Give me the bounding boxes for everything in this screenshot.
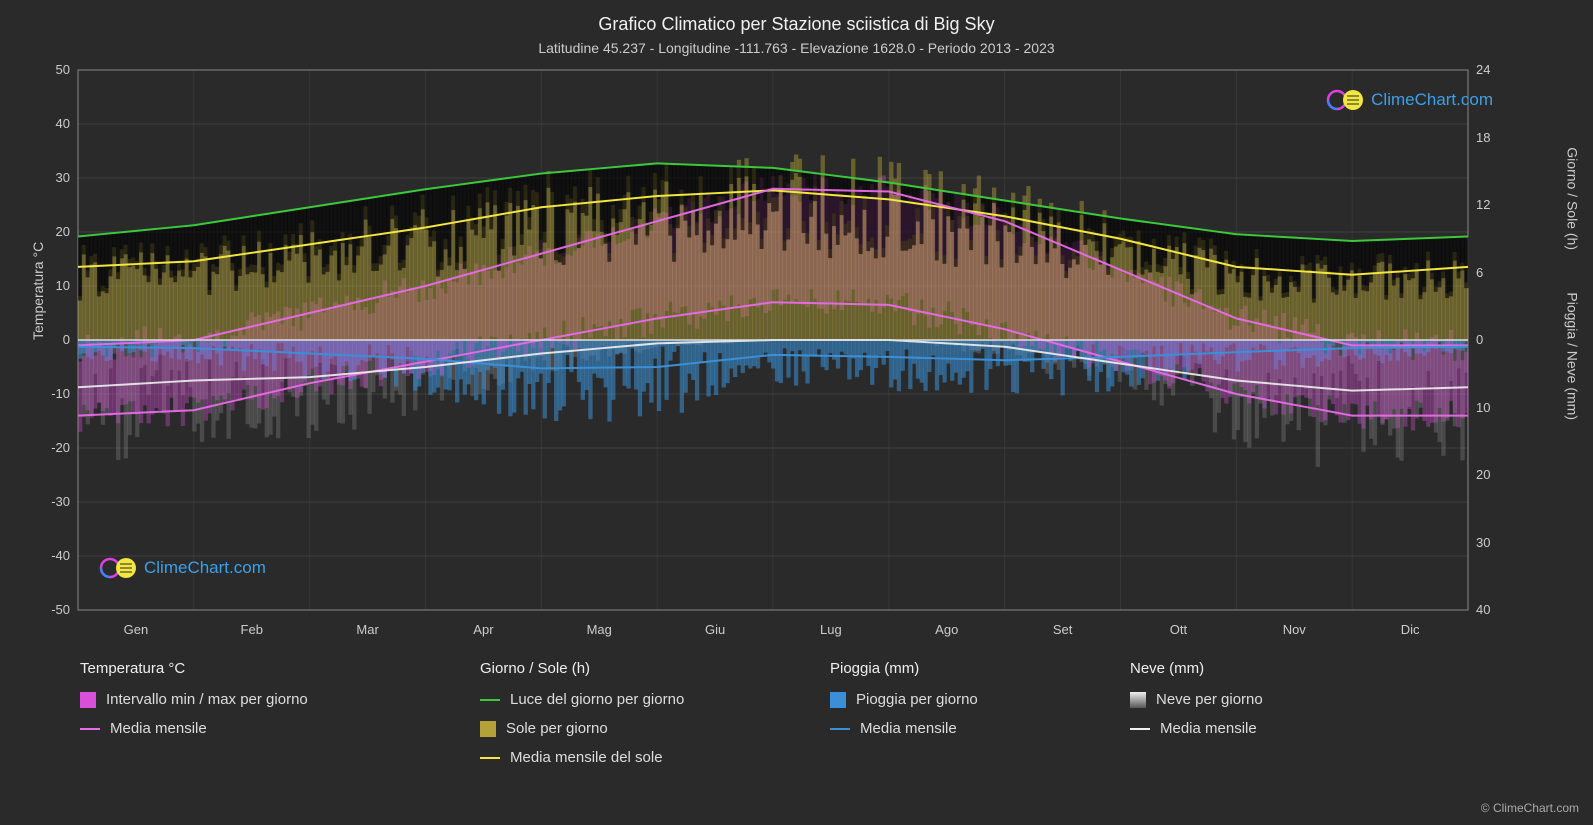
legend-day-header: Giorno / Sole (h) [480,660,790,677]
xtick-month: Giu [705,610,725,637]
legend-snow-header: Neve (mm) [1130,660,1390,677]
ytick-left: 40 [30,116,78,131]
yaxis-right-bottom-label: Pioggia / Neve (mm) [1565,292,1581,420]
ytick-right-precip: 10 [1468,400,1506,415]
xtick-month: Lug [820,610,842,637]
chart-svg [78,70,1468,610]
brand-logo-top: ClimeChart.com [1327,88,1493,112]
legend-rain-col: Pioggia (mm) Pioggia per giorno Media me… [830,660,1090,766]
ytick-right-hours: 12 [1468,197,1506,212]
legend-daylight-label: Luce del giorno per giorno [510,691,684,708]
ytick-right-hours: 0 [1468,332,1506,347]
ytick-right-hours: 24 [1468,62,1506,77]
ytick-right-precip: 30 [1468,535,1506,550]
ytick-right-hours: 18 [1468,130,1506,145]
yaxis-right-top-label: Giorno / Sole (h) [1565,147,1581,250]
legend-temp-mean-label: Media mensile [110,720,207,737]
xtick-month: Mag [587,610,612,637]
xtick-month: Set [1053,610,1073,637]
xtick-month: Dic [1401,610,1420,637]
legend-rain-mean-label: Media mensile [860,720,957,737]
swatch-rain-daily [830,692,846,708]
ytick-left: 0 [30,332,78,347]
swatch-sun-mean [480,757,500,759]
ytick-left: 20 [30,224,78,239]
xtick-month: Mar [356,610,378,637]
ytick-right-precip: 20 [1468,467,1506,482]
legend-snow-daily-label: Neve per giorno [1156,691,1263,708]
legend-rain-daily-label: Pioggia per giorno [856,691,978,708]
legend-rain-header: Pioggia (mm) [830,660,1090,677]
copyright: © ClimeChart.com [1481,801,1579,815]
legend-snow-mean-label: Media mensile [1160,720,1257,737]
chart-title: Grafico Climatico per Stazione sciistica… [0,14,1593,35]
legend-temp-range-label: Intervallo min / max per giorno [106,691,308,708]
xtick-month: Ago [935,610,958,637]
xtick-month: Feb [241,610,263,637]
legend-sun: Sole per giorno [480,720,790,737]
brand-logo-bottom: ClimeChart.com [100,556,266,580]
ytick-right-hours: 6 [1468,265,1506,280]
ytick-left: 10 [30,278,78,293]
swatch-daylight [480,699,500,701]
legend-sun-mean: Media mensile del sole [480,749,790,766]
brand-text-bottom: ClimeChart.com [144,558,266,578]
legend-temp-mean: Media mensile [80,720,440,737]
legend-rain-mean: Media mensile [830,720,1090,737]
legend-snow-mean: Media mensile [1130,720,1390,737]
chart-subtitle: Latitudine 45.237 - Longitudine -111.763… [0,40,1593,56]
legend-temp-col: Temperatura °C Intervallo min / max per … [80,660,440,766]
legend: Temperatura °C Intervallo min / max per … [80,660,1510,766]
legend-rain-daily: Pioggia per giorno [830,691,1090,708]
swatch-snow-mean [1130,728,1150,730]
ytick-left: -40 [30,548,78,563]
legend-sun-label: Sole per giorno [506,720,608,737]
xtick-month: Nov [1283,610,1306,637]
ytick-left: -50 [30,602,78,617]
legend-temp-header: Temperatura °C [80,660,440,677]
ytick-left: 30 [30,170,78,185]
legend-temp-range: Intervallo min / max per giorno [80,691,440,708]
legend-sun-mean-label: Media mensile del sole [510,749,663,766]
swatch-rain-mean [830,728,850,730]
ytick-left: 50 [30,62,78,77]
legend-snow-daily: Neve per giorno [1130,691,1390,708]
xtick-month: Ott [1170,610,1187,637]
ytick-left: -20 [30,440,78,455]
legend-day-col: Giorno / Sole (h) Luce del giorno per gi… [480,660,790,766]
legend-snow-col: Neve (mm) Neve per giorno Media mensile [1130,660,1390,766]
chart-container: Grafico Climatico per Stazione sciistica… [0,0,1593,825]
swatch-temp-mean [80,728,100,730]
swatch-snow-daily [1130,692,1146,708]
xtick-month: Apr [473,610,493,637]
swatch-temp-range [80,692,96,708]
swatch-sun [480,721,496,737]
ytick-left: -30 [30,494,78,509]
brand-text-top: ClimeChart.com [1371,90,1493,110]
plot-area: 50403020100-10-20-30-40-5024181260102030… [78,70,1468,610]
ytick-left: -10 [30,386,78,401]
xtick-month: Gen [124,610,149,637]
ytick-right-precip: 40 [1468,602,1506,617]
brand-icon [1327,88,1365,112]
legend-daylight: Luce del giorno per giorno [480,691,790,708]
brand-icon [100,556,138,580]
